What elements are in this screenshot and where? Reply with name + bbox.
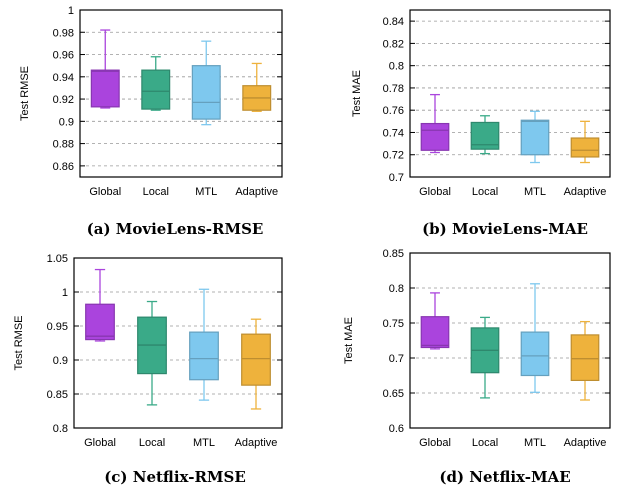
box-adaptive <box>242 62 272 112</box>
plot-frame <box>73 257 283 429</box>
y-tick-label: 0.9 <box>53 355 68 367</box>
y-tick-label: 0.9 <box>59 116 74 128</box>
y-tick-label: 0.82 <box>383 38 404 50</box>
box-iqr <box>570 334 600 381</box>
y-tick-label: 0.7 <box>389 353 404 365</box>
chart-panel-1: 0.86 0.88 0.9 0.92 0.94 0.96 0.98 1 Global Local M… <box>19 5 283 238</box>
box-iqr <box>520 331 550 377</box>
box-iqr <box>420 316 450 349</box>
y-tick-label: 0.78 <box>383 83 404 95</box>
y-tick-label: 0.84 <box>383 16 404 28</box>
box-mtl <box>191 40 221 126</box>
x-tick-label: Global <box>84 437 116 449</box>
x-tick-label: Local <box>139 437 165 449</box>
box-adaptive <box>570 320 600 401</box>
box-local <box>137 300 167 406</box>
y-axis-label: Test RMSE <box>19 66 31 121</box>
x-tick-label: Local <box>472 437 498 449</box>
x-tick-label: Local <box>472 186 498 198</box>
y-axis-label: Test MAE <box>351 70 363 117</box>
box-global <box>420 292 450 350</box>
x-tick-label: Global <box>419 437 451 449</box>
box-iqr <box>420 122 450 151</box>
y-tick-label: 0.8 <box>389 283 404 295</box>
x-tick-label: Adaptive <box>235 186 278 198</box>
x-tick-label: MTL <box>524 186 546 198</box>
panel-caption: (a) MovieLens-RMSE <box>87 220 264 238</box>
box-local <box>470 115 500 155</box>
y-tick-label: 0.65 <box>383 388 404 400</box>
panel-caption: (c) Netflix-RMSE <box>104 468 246 486</box>
plot-frame <box>409 9 611 178</box>
y-axis-label: Test RMSE <box>13 315 25 370</box>
box-iqr <box>191 65 221 120</box>
box-iqr <box>570 137 600 158</box>
y-tick-label: 0.86 <box>53 161 74 173</box>
plot-frame <box>79 9 283 178</box>
box-iqr <box>520 119 550 156</box>
x-tick-label: Adaptive <box>564 186 607 198</box>
box-iqr <box>85 303 115 341</box>
x-tick-label: Local <box>143 186 169 198</box>
x-tick-label: Adaptive <box>235 437 278 449</box>
x-tick-label: Adaptive <box>564 437 607 449</box>
box-global <box>85 268 115 342</box>
x-tick-label: Global <box>419 186 451 198</box>
y-tick-label: 1.05 <box>47 253 68 265</box>
y-tick-label: 0.95 <box>47 321 68 333</box>
y-tick-label: 0.88 <box>53 139 74 151</box>
x-tick-label: Global <box>89 186 121 198</box>
box-global <box>90 29 120 109</box>
y-tick-label: 0.8 <box>53 423 68 435</box>
y-tick-label: 0.75 <box>383 318 404 330</box>
y-tick-label: 0.74 <box>383 127 404 139</box>
box-iqr <box>90 69 120 108</box>
y-tick-label: 0.92 <box>53 94 74 106</box>
y-tick-label: 0.85 <box>383 248 404 260</box>
box-mtl <box>189 288 219 401</box>
panel-caption: (b) MovieLens-MAE <box>422 220 588 238</box>
box-adaptive <box>241 318 271 410</box>
y-tick-label: 0.98 <box>53 27 74 39</box>
box-local <box>141 56 171 111</box>
y-tick-label: 0.72 <box>383 150 404 162</box>
y-tick-label: 0.76 <box>383 105 404 117</box>
y-tick-label: 0.96 <box>53 50 74 62</box>
chart-panel-4: 0.6 0.65 0.7 0.75 0.8 0.85 Global Local MTL Adapt… <box>343 248 611 486</box>
y-tick-label: 0.85 <box>47 389 68 401</box>
box-adaptive <box>570 120 600 164</box>
y-tick-label: 0.6 <box>389 423 404 435</box>
x-tick-label: MTL <box>193 437 215 449</box>
y-tick-label: 0.7 <box>389 172 404 184</box>
x-tick-label: MTL <box>195 186 217 198</box>
box-iqr <box>141 69 171 110</box>
y-axis-label: Test MAE <box>343 317 355 364</box>
chart-panel-3: 0.8 0.85 0.9 0.95 1 1.05 Global Local MTL Adaptiv… <box>13 253 283 486</box>
y-tick-label: 1 <box>68 5 74 17</box>
box-mtl <box>520 283 550 393</box>
box-global <box>420 93 450 154</box>
box-iqr <box>189 331 219 381</box>
box-local <box>470 316 500 399</box>
chart-panel-2: 0.7 0.72 0.74 0.76 0.78 0.8 0.82 0.84 Global Loca… <box>351 9 611 238</box>
box-iqr <box>241 333 271 386</box>
plot-frame <box>409 252 611 429</box>
y-tick-label: 0.8 <box>389 61 404 73</box>
y-tick-label: 1 <box>62 287 68 299</box>
box-mtl <box>520 110 550 164</box>
panel-caption: (d) Netflix-MAE <box>439 468 570 486</box>
x-tick-label: MTL <box>524 437 546 449</box>
y-tick-label: 0.94 <box>53 72 74 84</box>
